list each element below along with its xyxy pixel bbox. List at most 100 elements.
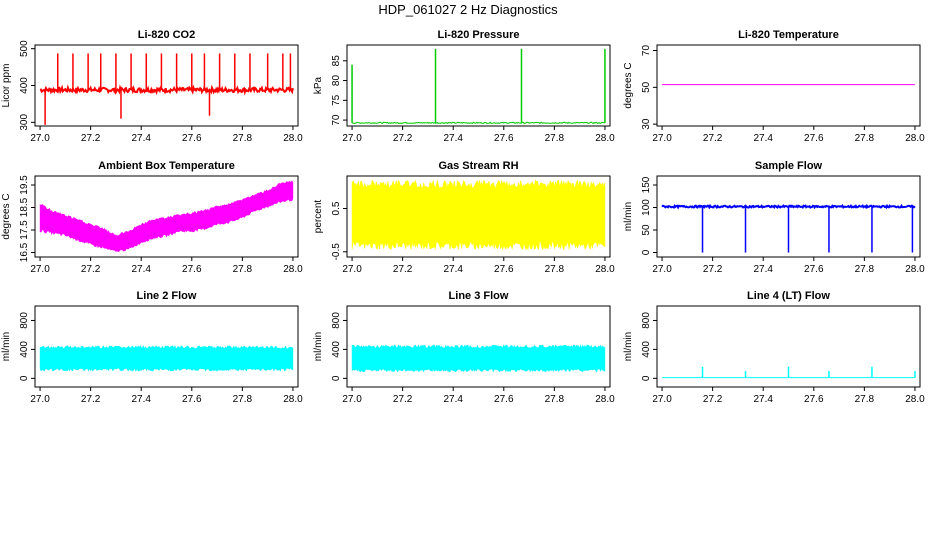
y-tick-label: 400 — [19, 77, 30, 94]
plot-frame — [346, 305, 611, 388]
y-axis-label: ml/min — [1, 332, 12, 361]
y-tick-label: 50 — [641, 81, 652, 93]
y-axis-label: Licor ppm — [1, 64, 12, 108]
y-tick-label: 0 — [331, 375, 342, 381]
y-tick-label: 0 — [641, 249, 652, 255]
y-tick-label: 400 — [19, 341, 30, 358]
x-tick-label: 27.6 — [804, 394, 824, 405]
y-tick-label: 100 — [641, 199, 652, 216]
y-tick-label: -0.5 — [331, 243, 342, 261]
x-tick-label: 27.8 — [855, 394, 875, 405]
x-tick-label: 28.0 — [595, 264, 615, 275]
x-tick-label: 27.4 — [753, 133, 773, 144]
x-tick-label: 27.6 — [182, 394, 202, 405]
x-tick-label: 27.8 — [233, 264, 253, 275]
x-tick-label: 27.2 — [81, 264, 101, 275]
data-band — [39, 345, 294, 372]
x-tick-label: 27.6 — [494, 394, 514, 405]
chart-panel: Line 3 Flow 27.0 27.2 27.4 27.6 27.8 28.0 0 400 8… — [313, 290, 615, 405]
x-tick-label: 27.0 — [342, 264, 362, 275]
x-tick-label: 27.6 — [182, 264, 202, 275]
y-tick-label: 80 — [331, 75, 342, 87]
page-title: HDP_061027 2 Hz Diagnostics — [378, 2, 558, 17]
x-tick-label: 27.2 — [703, 394, 723, 405]
x-tick-label: 27.4 — [443, 394, 463, 405]
y-tick-label: 17.5 — [19, 220, 30, 240]
x-tick-label: 27.0 — [652, 133, 672, 144]
y-tick-label: 50 — [641, 224, 652, 236]
x-tick-label: 27.4 — [753, 394, 773, 405]
x-tick-label: 27.8 — [545, 264, 565, 275]
plot-frame — [346, 175, 611, 258]
y-tick-label: 70 — [331, 114, 342, 126]
x-tick-label: 27.6 — [804, 264, 824, 275]
x-tick-label: 27.4 — [131, 133, 151, 144]
data-band — [351, 179, 606, 251]
x-tick-label: 27.2 — [393, 264, 413, 275]
y-tick-label: 150 — [641, 176, 652, 193]
chart-title: Line 2 Flow — [137, 290, 197, 302]
x-tick-label: 27.2 — [393, 133, 413, 144]
data-band — [351, 344, 606, 373]
x-tick-label: 28.0 — [905, 394, 925, 405]
chart-title: Gas Stream RH — [438, 160, 518, 172]
chart-panel: Sample Flow 27.0 27.2 27.4 27.6 27.8 28.0 0 50 10… — [623, 160, 925, 275]
plot-frame — [34, 44, 299, 127]
data-band — [39, 180, 294, 253]
x-tick-label: 27.4 — [443, 264, 463, 275]
chart-panel: Ambient Box Temperature 27.0 27.2 27.4 27.6 2… — [1, 160, 303, 275]
plot-frame — [34, 305, 299, 388]
x-tick-label: 27.0 — [652, 264, 672, 275]
y-tick-label: 0 — [19, 375, 30, 381]
y-axis-label: kPa — [313, 76, 324, 94]
x-tick-label: 27.8 — [233, 133, 253, 144]
chart-title: Ambient Box Temperature — [98, 160, 235, 172]
plot-frame — [346, 44, 611, 127]
y-tick-label: 85 — [331, 55, 342, 67]
x-tick-label: 28.0 — [595, 133, 615, 144]
plot-frame — [34, 175, 299, 258]
y-axis-label: percent — [313, 200, 324, 234]
y-tick-label: 75 — [331, 94, 342, 106]
y-axis-label: degrees C — [1, 193, 12, 239]
x-tick-label: 27.0 — [30, 264, 50, 275]
x-tick-label: 27.8 — [545, 133, 565, 144]
y-tick-label: 0 — [641, 375, 652, 381]
y-axis-label: ml/min — [313, 332, 324, 361]
y-tick-label: 16.5 — [19, 242, 30, 262]
chart-panel: Li-820 Pressure 27.0 27.2 27.4 27.6 27.8 28.0 7… — [313, 29, 615, 144]
x-tick-label: 27.2 — [703, 133, 723, 144]
x-tick-label: 27.8 — [545, 394, 565, 405]
chart-title: Li-820 Pressure — [438, 29, 520, 41]
chart-panel: Li-820 CO2 27.0 27.2 27.4 27.6 27.8 28.0 300 400… — [1, 29, 303, 144]
y-tick-label: 800 — [19, 312, 30, 329]
y-tick-label: 400 — [641, 341, 652, 358]
x-tick-label: 27.2 — [81, 394, 101, 405]
x-tick-label: 27.0 — [652, 394, 672, 405]
x-tick-label: 27.4 — [443, 133, 463, 144]
x-tick-label: 28.0 — [905, 133, 925, 144]
x-tick-label: 27.4 — [753, 264, 773, 275]
plot-frame — [656, 175, 921, 258]
x-tick-label: 27.6 — [494, 264, 514, 275]
x-tick-label: 27.2 — [393, 394, 413, 405]
x-tick-label: 27.0 — [30, 133, 50, 144]
plot-frame — [656, 305, 921, 388]
chart-panel: Line 4 (LT) Flow 27.0 27.2 27.4 27.6 27.8 28.0… — [623, 290, 925, 405]
y-tick-label: 19.5 — [19, 175, 30, 195]
x-tick-label: 28.0 — [905, 264, 925, 275]
x-tick-label: 27.6 — [182, 133, 202, 144]
y-axis-label: degrees C — [623, 62, 634, 108]
y-tick-label: 70 — [641, 45, 652, 57]
y-tick-label: 800 — [331, 312, 342, 329]
chart-panel: Li-820 Temperature 27.0 27.2 27.4 27.6 27.8 28… — [623, 29, 925, 144]
x-tick-label: 27.4 — [131, 394, 151, 405]
chart-title: Sample Flow — [755, 160, 823, 172]
y-tick-label: 800 — [641, 312, 652, 329]
y-tick-label: 300 — [19, 114, 30, 131]
x-tick-label: 28.0 — [283, 394, 303, 405]
x-tick-label: 28.0 — [595, 394, 615, 405]
chart-title: Li-820 Temperature — [738, 29, 839, 41]
x-tick-label: 27.8 — [855, 264, 875, 275]
